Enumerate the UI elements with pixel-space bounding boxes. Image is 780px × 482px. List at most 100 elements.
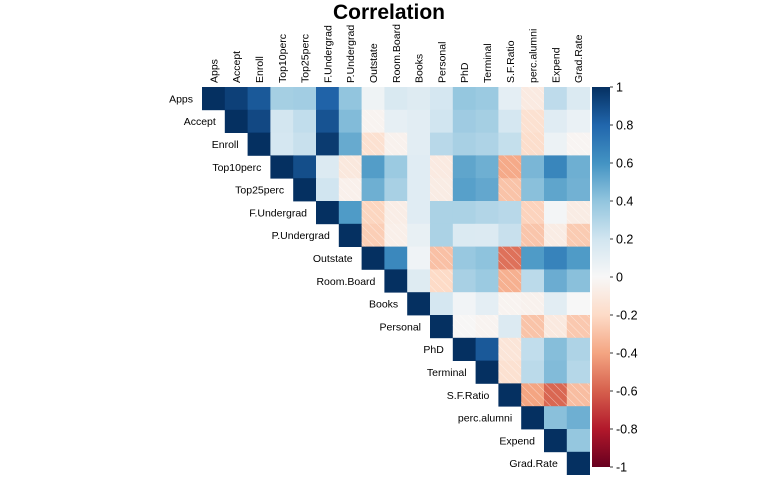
heatmap-cell [475,109,499,133]
heatmap-cell [475,201,499,225]
heatmap-cell [566,246,590,270]
heatmap-cell [293,87,317,111]
heatmap-cell [521,178,545,202]
heatmap-cell [293,155,317,179]
negative-hatch [361,109,385,133]
negative-hatch [521,223,544,247]
heatmap-cell [452,109,476,133]
heatmap-cell [407,269,431,293]
negative-hatch [566,223,590,247]
heatmap-cell [544,360,568,384]
heatmap-cell [521,269,545,293]
row-label: PhD [423,344,444,356]
heatmap-cells [202,87,590,475]
negative-hatch [521,201,544,224]
heatmap-cell [498,383,522,407]
row-label: F.Undergrad [249,207,307,219]
legend-tick-label: 0.2 [616,233,633,247]
heatmap-cell [452,132,476,156]
heatmap-cell [566,451,590,475]
row-label: P.Undergrad [272,230,330,242]
negative-hatch [430,246,453,270]
heatmap-cell [544,132,568,156]
negative-hatch [384,201,408,224]
negative-hatch [521,315,544,338]
heatmap-cell [566,178,590,202]
heatmap-cell [498,201,522,225]
row-label: Top10perc [212,162,261,174]
heatmap-cell [452,87,476,111]
negative-hatch [475,315,499,338]
heatmap-cell [452,246,476,270]
column-label: Personal [436,42,448,83]
row-label: Outstate [313,253,353,265]
heatmap-cell [361,87,385,111]
heatmap-cell [338,109,362,133]
column-label: Expend [550,47,562,83]
legend-tick-label: 0.8 [616,119,633,133]
heatmap-cell [521,360,545,384]
heatmap-cell [407,178,431,202]
heatmap-cell [498,223,522,247]
heatmap-cell [407,87,431,111]
heatmap-cell [430,87,454,111]
column-label: P.Undergrad [345,25,357,83]
negative-hatch [498,360,522,384]
heatmap-cell [430,132,454,156]
column-label: S.F.Ratio [505,40,517,83]
negative-hatch [566,132,590,156]
negative-hatch [566,315,590,338]
negative-hatch [498,178,522,201]
negative-hatch [544,315,567,338]
negative-hatch [521,87,544,110]
heatmap-cell [475,223,499,247]
heatmap-cell [202,87,226,111]
heatmap-cell [430,223,454,247]
heatmap-cell [566,269,590,293]
heatmap-cell [475,87,499,111]
column-label: Accept [231,51,243,83]
row-label: Room.Board [316,276,375,288]
heatmap-cell [521,337,545,361]
legend-tick-label: -0.4 [616,347,638,361]
heatmap-cell [407,109,431,133]
column-label: Outstate [368,43,380,83]
heatmap-cell [566,292,590,316]
heatmap-cell [475,155,499,179]
heatmap-cell [544,292,568,316]
negative-hatch [521,132,544,156]
heatmap-cell [270,109,294,133]
heatmap-cell [293,178,317,202]
heatmap-cell [452,201,476,225]
negative-hatch [566,383,590,407]
heatmap-cell [544,246,568,270]
heatmap-cell [430,292,454,316]
heatmap-cell [316,201,340,225]
column-label: Top25perc [300,34,312,83]
negative-hatch [498,337,522,361]
legend-tick-label: -0.6 [616,385,638,399]
heatmap-cell [338,223,362,247]
heatmap-cell [498,132,522,156]
negative-hatch [430,178,453,201]
heatmap-cell [338,132,362,156]
row-label: Personal [380,321,421,333]
legend-tick-label: -0.2 [616,309,638,323]
heatmap-cell [452,155,476,179]
heatmap-cell [452,269,476,293]
negative-hatch [521,383,544,407]
negative-hatch [430,269,453,293]
heatmap-cell [407,201,431,225]
heatmap-cell [316,155,340,179]
column-label: Top10perc [277,34,289,83]
negative-hatch [566,201,590,224]
row-label: Enroll [212,139,239,151]
heatmap-cell [566,337,590,361]
heatmap-cell [361,155,385,179]
negative-hatch [384,223,408,247]
negative-hatch [521,109,544,133]
legend-tick-label: 0.6 [616,157,633,171]
negative-hatch [430,155,453,179]
heatmap-cell [498,109,522,133]
